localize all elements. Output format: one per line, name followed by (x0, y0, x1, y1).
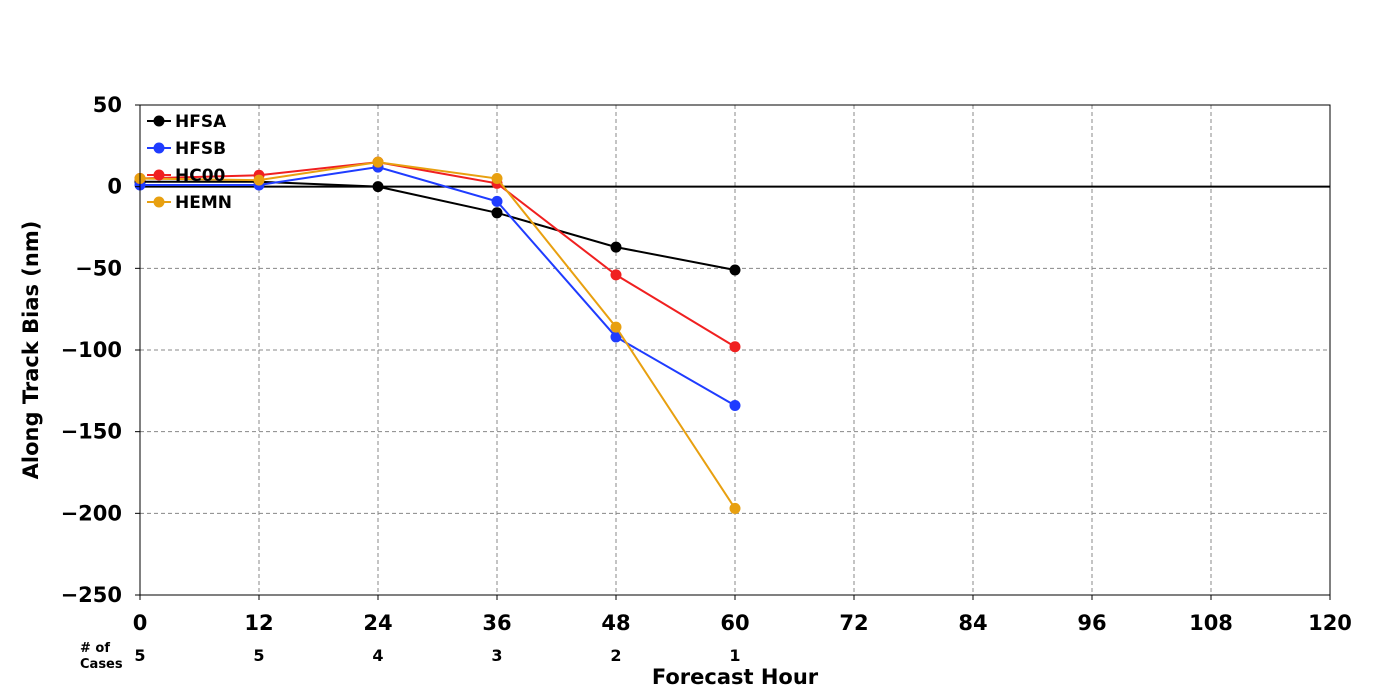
x-tick-label: 24 (363, 611, 392, 635)
legend-marker (153, 115, 165, 127)
series-hfsa (134, 176, 741, 276)
data-point (610, 269, 622, 281)
series-line (140, 166, 736, 407)
cases-label: # of Cases (80, 641, 123, 672)
legend-item-hc00: HC00 (147, 166, 226, 186)
legend-marker (153, 169, 165, 181)
series-lines (134, 156, 741, 514)
y-axis-title: Along Track Bias (nm) (19, 221, 43, 480)
data-point (729, 502, 741, 514)
x-tick-label: 108 (1189, 611, 1233, 635)
case-count: 3 (491, 646, 502, 665)
y-tick-label: −100 (61, 338, 122, 362)
x-tick-label: 120 (1308, 611, 1352, 635)
legend-marker (153, 142, 165, 154)
legend-item-hfsa: HFSA (147, 112, 227, 132)
y-tick-label: 50 (93, 93, 122, 117)
legend-label: HFSA (175, 112, 227, 132)
legend-item-hfsb: HFSB (147, 139, 226, 159)
data-point (253, 174, 265, 186)
legend-item-hemn: HEMN (147, 193, 232, 213)
axis-ticks: 0 12 24 36 48 60 72 84 96 108 120 50 0 −50 −100 −150 −20… (61, 93, 1352, 635)
data-point (491, 195, 503, 207)
x-axis-title: Forecast Hour (652, 665, 819, 689)
case-count: 2 (610, 646, 621, 665)
series-line (140, 180, 736, 271)
x-tick-label: 0 (133, 611, 148, 635)
data-point (491, 207, 503, 219)
series-line (139, 161, 736, 348)
case-count: 1 (729, 646, 740, 665)
series-hemn (134, 156, 741, 514)
case-count: 4 (372, 646, 383, 665)
data-point (729, 341, 741, 353)
x-tick-label: 60 (720, 611, 749, 635)
data-point (610, 241, 622, 253)
data-point (610, 331, 622, 343)
case-counts: # of Cases 5 5 4 3 2 1 (80, 641, 741, 672)
y-tick-label: 0 (107, 175, 122, 199)
x-tick-label: 96 (1077, 611, 1106, 635)
x-tick-label: 72 (839, 611, 868, 635)
y-tick-label: −50 (75, 256, 122, 280)
x-tick-label: 48 (601, 611, 630, 635)
y-tick-label: −150 (61, 420, 122, 444)
data-point (372, 181, 384, 193)
data-point (729, 264, 741, 276)
legend: HFSA HFSB HC00 HEMN (147, 112, 232, 213)
x-tick-label: 36 (482, 611, 511, 635)
data-point (729, 400, 741, 412)
series-line (139, 161, 736, 509)
legend-label: HC00 (175, 166, 226, 186)
data-point (491, 173, 503, 184)
legend-marker (153, 196, 165, 208)
x-tick-label: 12 (244, 611, 273, 635)
case-count: 5 (134, 646, 145, 665)
case-count: 5 (253, 646, 264, 665)
legend-label: HFSB (175, 139, 226, 159)
x-tick-label: 84 (958, 611, 987, 635)
data-point (610, 321, 622, 333)
y-tick-label: −250 (61, 583, 122, 607)
y-tick-label: −200 (61, 501, 122, 525)
data-point (372, 156, 384, 168)
legend-label: HEMN (175, 193, 232, 213)
